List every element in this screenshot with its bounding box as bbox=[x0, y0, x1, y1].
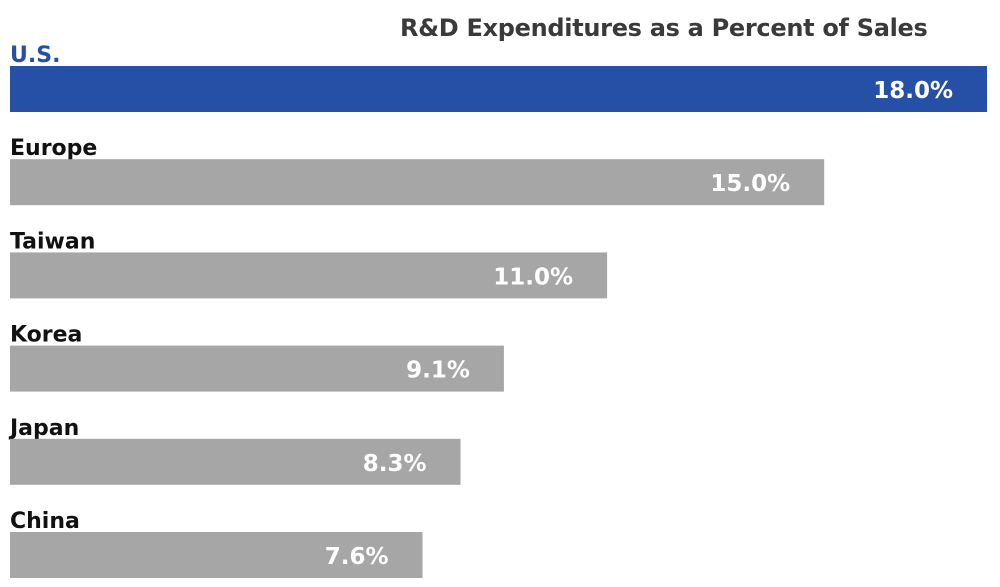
bar-korea bbox=[10, 345, 504, 392]
value-label-korea: 9.1% bbox=[406, 358, 470, 384]
category-label-china: China bbox=[10, 509, 80, 534]
category-label-europe: Europe bbox=[10, 136, 97, 161]
bar-japan bbox=[10, 438, 461, 485]
bar-europe bbox=[10, 159, 825, 206]
category-label-u-s: U.S. bbox=[10, 43, 60, 68]
bar-u-s bbox=[10, 66, 987, 112]
value-label-europe: 15.0% bbox=[710, 171, 790, 197]
value-label-japan: 8.3% bbox=[363, 451, 427, 477]
value-label-u-s: 18.0% bbox=[873, 78, 953, 104]
category-label-japan: Japan bbox=[8, 416, 79, 441]
bar-china bbox=[10, 532, 423, 578]
category-label-korea: Korea bbox=[10, 323, 82, 348]
chart-title: R&D Expenditures as a Percent of Sales bbox=[400, 14, 928, 42]
value-label-china: 7.6% bbox=[325, 544, 389, 570]
category-label-taiwan: Taiwan bbox=[10, 229, 95, 254]
value-label-taiwan: 11.0% bbox=[493, 264, 573, 290]
bar-taiwan bbox=[10, 252, 608, 299]
